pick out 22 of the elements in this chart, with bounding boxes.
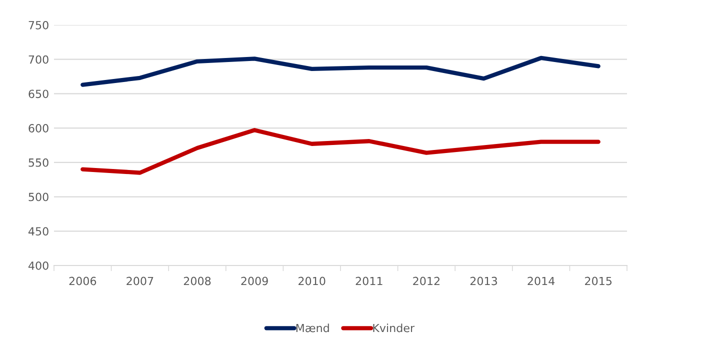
legend-label: Kvinder xyxy=(373,324,415,332)
y-tick-label: 500 xyxy=(28,192,48,202)
x-tick-label: 2012 xyxy=(413,276,440,286)
x-tick-label: 2007 xyxy=(126,276,154,286)
y-tick-label: 750 xyxy=(28,20,48,30)
y-tick-label: 600 xyxy=(28,124,48,132)
y-tick-label: 550 xyxy=(28,158,48,167)
x-tick-label: 2015 xyxy=(585,276,612,286)
line-series xyxy=(80,56,600,87)
x-tick-label: 2008 xyxy=(184,276,211,286)
x-tick-label: 2013 xyxy=(470,276,497,286)
y-tick-label: 450 xyxy=(28,227,48,236)
y-tick-label: 400 xyxy=(28,261,48,270)
y-tick-label: 650 xyxy=(28,90,48,98)
x-tick-label: 2009 xyxy=(241,276,268,286)
x-tick-label: 2010 xyxy=(298,276,326,286)
x-tick-label: 2014 xyxy=(528,276,555,286)
line-series xyxy=(80,128,600,175)
y-tick-label: 700 xyxy=(28,55,48,64)
legend-label: Mænd xyxy=(296,324,329,332)
x-tick-label: 2011 xyxy=(356,276,382,286)
x-tick-label: 2006 xyxy=(69,276,96,286)
